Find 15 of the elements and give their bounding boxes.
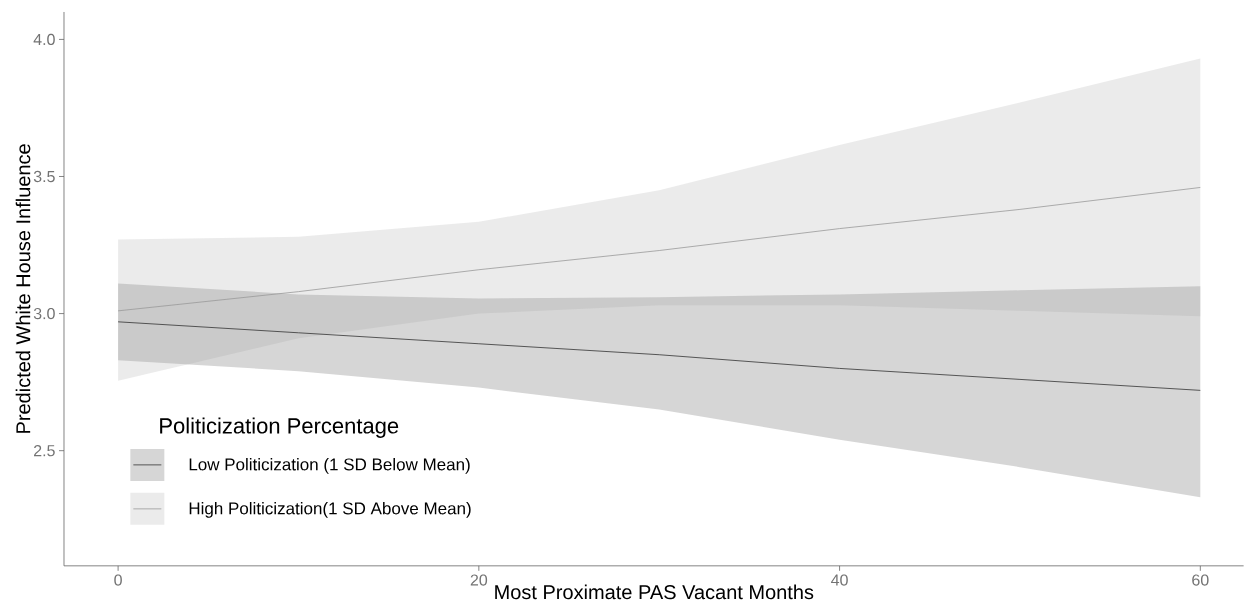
y-tick-label: 4.0 (33, 33, 55, 46)
y-tick-label: 2.5 (34, 445, 55, 457)
line-series (117, 187, 1201, 312)
x-tick-label: 0 (114, 574, 122, 586)
y-axis-title: Predicted White House Influence (15, 144, 31, 433)
y-tick-label: 3.5 (33, 170, 55, 183)
x-tick-label: 60 (1192, 574, 1209, 586)
legend-label: Low Politicization (1 SD Below Mean) (189, 458, 470, 474)
legend-title: Politicization Percentage (160, 417, 399, 439)
y-tick-label: 3.0 (33, 308, 55, 320)
legend-label: High Politicization(1 SD Above Mean) (189, 502, 471, 518)
x-tick-label: 40 (831, 574, 848, 586)
x-axis-title: Most Proximate PAS Vacant Months (495, 584, 814, 600)
line-series (117, 321, 1201, 391)
x-tick-label: 20 (470, 574, 488, 586)
